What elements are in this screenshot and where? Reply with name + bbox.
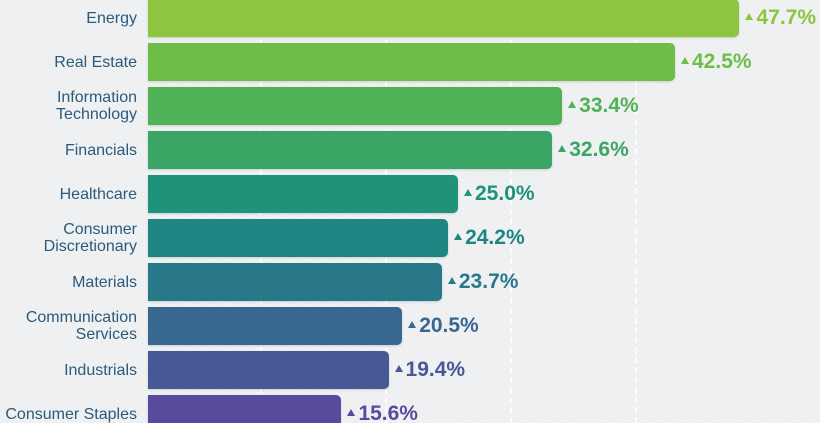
up-arrow	[408, 321, 417, 328]
up-arrow	[464, 189, 472, 196]
bar	[148, 87, 563, 125]
bar	[148, 395, 342, 423]
value-label: 19.4%	[405, 358, 466, 381]
value-label: 32.6%	[569, 138, 629, 161]
category-label: Information Technology	[56, 89, 137, 123]
up-arrow	[568, 101, 577, 108]
bar	[148, 0, 740, 37]
value-label: 24.2%	[465, 226, 525, 249]
bar	[148, 307, 403, 345]
category-label: Consumer Staples	[5, 405, 137, 423]
category-label: Consumer Discretionary	[43, 221, 137, 255]
bar	[148, 263, 442, 301]
value-label: 15.6%	[358, 402, 418, 423]
bar	[148, 43, 675, 81]
grid-line	[510, 0, 512, 423]
grid-line	[635, 0, 637, 423]
up-arrow	[394, 365, 403, 372]
category-label: Real Estate	[54, 53, 137, 71]
value-label: 42.5%	[692, 50, 752, 73]
bar	[148, 219, 449, 257]
up-arrow	[347, 409, 356, 416]
up-arrow	[745, 13, 754, 20]
value-label: 47.7%	[756, 6, 817, 29]
category-label: Communication Services	[25, 309, 137, 343]
category-label: Industrials	[64, 361, 137, 379]
up-arrow	[447, 277, 456, 284]
category-label: Energy	[86, 9, 137, 27]
bar	[148, 175, 458, 213]
category-label: Healthcare	[59, 185, 137, 203]
up-arrow	[558, 145, 567, 152]
up-arrow	[454, 233, 463, 240]
value-label: 25.0%	[475, 182, 535, 205]
value-label: 20.5%	[419, 314, 479, 337]
bar	[148, 131, 553, 169]
category-label: Materials	[72, 273, 137, 291]
category-label: Financials	[64, 141, 137, 159]
bar	[148, 351, 389, 389]
value-label: 33.4%	[579, 94, 639, 117]
value-label: 23.7%	[458, 270, 519, 293]
up-arrow	[681, 57, 689, 64]
